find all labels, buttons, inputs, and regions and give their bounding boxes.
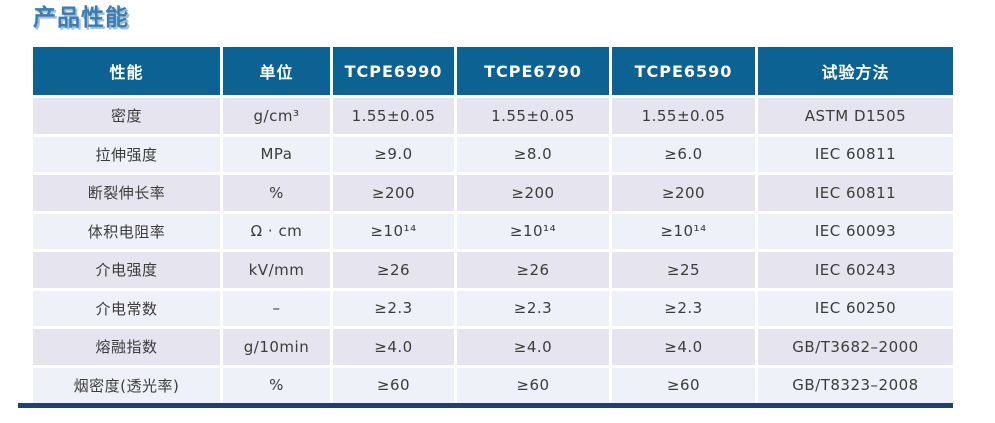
- page-title: 产品性能: [33, 5, 129, 31]
- table-cell: GB/T8323–2008: [758, 367, 953, 403]
- table-cell: 介电常数: [33, 290, 220, 326]
- table-cell: ≥200: [457, 175, 609, 211]
- table-cell: ≥2.3: [457, 290, 609, 326]
- table-cell: g/cm³: [223, 98, 330, 134]
- table-cell: ≥60: [333, 367, 454, 403]
- table-cell: ≥25: [612, 252, 755, 288]
- table-cell: GB/T3682–2000: [758, 329, 953, 365]
- table-cell: IEC 60243: [758, 252, 953, 288]
- column-header-tcpe6990: TCPE6990: [333, 47, 454, 95]
- table-cell: 拉伸强度: [33, 136, 220, 172]
- table-cell: 介电强度: [33, 252, 220, 288]
- product-performance-table: 性能 单位 TCPE6990 TCPE6790 TCPE6590 试验方法 密度…: [33, 47, 953, 403]
- table-cell: –: [223, 290, 330, 326]
- table-cell: ≥10¹⁴: [612, 213, 755, 249]
- table-cell: 1.55±0.05: [333, 98, 454, 134]
- table-cell: IEC 60250: [758, 290, 953, 326]
- table-cell: %: [223, 367, 330, 403]
- table-cell: IEC 60093: [758, 213, 953, 249]
- table-cell: ≥4.0: [457, 329, 609, 365]
- bottom-accent-bar: [18, 403, 953, 408]
- table-cell: 1.55±0.05: [457, 98, 609, 134]
- column-header-unit: 单位: [223, 47, 330, 95]
- table-cell: ≥60: [457, 367, 609, 403]
- table-cell: ≥10¹⁴: [333, 213, 454, 249]
- table-cell: ≥26: [333, 252, 454, 288]
- table-cell: IEC 60811: [758, 175, 953, 211]
- table-cell: 熔融指数: [33, 329, 220, 365]
- table-cell: ≥2.3: [333, 290, 454, 326]
- table-cell: 烟密度(透光率): [33, 367, 220, 403]
- table-cell: 1.55±0.05: [612, 98, 755, 134]
- table-cell: ≥60: [612, 367, 755, 403]
- table-cell: ≥2.3: [612, 290, 755, 326]
- table-cell: ≥8.0: [457, 136, 609, 172]
- column-header-tcpe6590: TCPE6590: [612, 47, 755, 95]
- table-cell: ≥26: [457, 252, 609, 288]
- column-header-test-method: 试验方法: [758, 47, 953, 95]
- table-cell: %: [223, 175, 330, 211]
- column-header-property: 性能: [33, 47, 220, 95]
- table-cell: ≥10¹⁴: [457, 213, 609, 249]
- table-cell: kV/mm: [223, 252, 330, 288]
- table-cell: ≥9.0: [333, 136, 454, 172]
- table-cell: 体积电阻率: [33, 213, 220, 249]
- table-cell: Ω · cm: [223, 213, 330, 249]
- table-cell: 密度: [33, 98, 220, 134]
- table-cell: g/10min: [223, 329, 330, 365]
- table-cell: ≥200: [612, 175, 755, 211]
- table-cell: ≥6.0: [612, 136, 755, 172]
- table-cell: ≥4.0: [612, 329, 755, 365]
- table-cell: 断裂伸长率: [33, 175, 220, 211]
- table-cell: ASTM D1505: [758, 98, 953, 134]
- table-cell: ≥4.0: [333, 329, 454, 365]
- column-header-tcpe6790: TCPE6790: [457, 47, 609, 95]
- table-cell: MPa: [223, 136, 330, 172]
- table-cell: IEC 60811: [758, 136, 953, 172]
- table-cell: ≥200: [333, 175, 454, 211]
